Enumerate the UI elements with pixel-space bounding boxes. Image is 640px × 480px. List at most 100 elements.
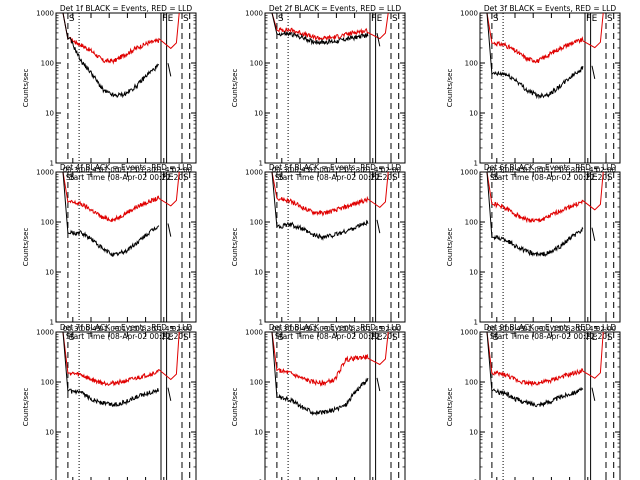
series-lld-line [482, 171, 604, 224]
chart-panel: Det 5f BLACK = Events, RED = LLD11010010… [231, 163, 406, 341]
y-tick-label: 10 [469, 269, 478, 277]
y-tick-label: 1000 [460, 329, 478, 337]
x-tick-label: 02:00 [172, 166, 192, 174]
x-tick-label: 01:15 [117, 325, 137, 333]
marker-label: S [69, 333, 75, 343]
y-tick-label: 10 [469, 429, 478, 437]
x-tick-label: 01:45 [578, 166, 598, 174]
y-tick-label: 100 [465, 219, 478, 227]
marker-label: F [586, 333, 591, 343]
y-axis-label: Counts/sec [22, 69, 30, 108]
marker-label: F [162, 14, 167, 24]
series-events-line [482, 331, 596, 408]
series-lld-line [267, 171, 389, 217]
x-tick-label: 01:15 [117, 166, 137, 174]
series-events-line [58, 171, 172, 257]
x-tick-label: 01:30 [136, 166, 156, 174]
x-tick-label: 01:30 [560, 325, 580, 333]
x-tick-label: 01:45 [154, 325, 174, 333]
chart-panel: Det 2f BLACK = Events, RED = LLD 1 10 100 10… [231, 4, 406, 182]
y-tick-label: 10 [254, 429, 263, 437]
x-tick-label: 01:15 [541, 325, 561, 333]
chart-panel: Det 8f BLACK = Events, RED = LLD 1 10 100 10… [231, 323, 406, 480]
plot-frame [55, 171, 197, 323]
marker-label: S [607, 333, 613, 343]
y-tick-label: 1 [259, 479, 263, 480]
y-axis-label: Counts/sec [231, 228, 239, 267]
marker-label: S [278, 173, 284, 183]
x-tick-label: 00:45 [505, 166, 525, 174]
marker-label: F [371, 14, 376, 24]
chart-title: Det 3f BLACK = Events, RED = LLD [484, 4, 617, 13]
y-tick-label: 1 [50, 479, 54, 480]
x-axis-label: Start Time (08-Apr-02 00:22:20) [275, 332, 395, 341]
x-tick-label: 02:00 [172, 325, 192, 333]
y-axis-label: Counts/sec [446, 228, 454, 267]
chart-title: Det 5f BLACK = Events, RED = LLD [269, 163, 402, 172]
marker-label: E [168, 173, 174, 183]
x-tick-label: 01:00 [523, 166, 543, 174]
y-axis-label: Counts/sec [22, 228, 30, 267]
marker-label: E [168, 333, 174, 343]
chart-title: Det 4f BLACK = Events, RED = LLD [60, 163, 193, 172]
x-axis-label: Start Time (08-Apr-02 00:22:20) [66, 173, 186, 182]
y-tick-label: 100 [465, 60, 478, 68]
series-events-line [267, 12, 381, 47]
x-tick-label: 02:00 [381, 325, 401, 333]
x-tick-label: 00:45 [290, 325, 310, 333]
marker-label: E [592, 333, 598, 343]
x-tick-label: 01:15 [326, 166, 346, 174]
y-tick-label: 1000 [460, 10, 478, 18]
x-tick-label: 01:00 [308, 325, 328, 333]
series-events-line [482, 12, 596, 100]
marker-label: S [392, 333, 398, 343]
y-tick-label: 1000 [36, 169, 54, 177]
y-tick-label: 1000 [460, 169, 478, 177]
chart-panel: Det 9f BLACK = Events, RED = LLD 1 10 100 10… [446, 323, 621, 480]
x-tick-label: 02:00 [381, 166, 401, 174]
y-tick-label: 1 [259, 319, 263, 327]
y-tick-label: 10 [45, 110, 54, 118]
marker-label: S [278, 14, 284, 24]
series-lld-line [482, 12, 604, 64]
marker-label: E [168, 14, 174, 24]
marker-label: S [183, 14, 189, 24]
y-axis-label: Counts/sec [231, 69, 239, 108]
marker-label: S [493, 173, 499, 183]
x-tick-label: 01:15 [541, 166, 561, 174]
y-tick-label: 1 [259, 160, 263, 168]
chart-title: Det 8f BLACK = Events, RED = LLD [269, 323, 402, 332]
x-tick-label: 01:30 [560, 166, 580, 174]
x-tick-label: 00:30 [272, 325, 292, 333]
marker-label: S [69, 14, 75, 24]
x-tick-label: 01:00 [99, 166, 119, 174]
x-tick-label: 01:45 [154, 166, 174, 174]
series-events-line [58, 331, 172, 408]
y-tick-label: 1 [50, 160, 54, 168]
x-tick-label: 00:45 [505, 325, 525, 333]
y-tick-label: 1 [474, 319, 478, 327]
x-tick-label: 01:30 [345, 325, 365, 333]
x-tick-label: 00:45 [81, 325, 101, 333]
y-tick-label: 100 [465, 379, 478, 387]
y-tick-label: 100 [250, 379, 263, 387]
x-tick-label: 01:45 [363, 166, 383, 174]
plot-frame [479, 12, 621, 164]
plot-frame [264, 171, 406, 323]
plot-frame [479, 171, 621, 323]
marker-label: S [278, 333, 284, 343]
x-axis-label: Start Time (08-Apr-02 00:22:20) [275, 173, 395, 182]
x-tick-label: 00:45 [290, 166, 310, 174]
chart-title: Det 6f BLACK = Events, RED = LLD [484, 163, 617, 172]
x-tick-label: 02:00 [596, 166, 616, 174]
marker-label: S [183, 333, 189, 343]
marker-label: E [592, 173, 598, 183]
chart-panel: Det 4f BLACK = Events, RED = LLD11010010… [22, 163, 197, 341]
series-events-line [482, 171, 596, 258]
x-tick-label: 01:15 [326, 325, 346, 333]
x-tick-label: 01:30 [136, 325, 156, 333]
x-tick-label: 00:45 [81, 166, 101, 174]
y-tick-label: 10 [45, 429, 54, 437]
x-tick-label: 00:30 [63, 325, 83, 333]
marker-label: S [392, 14, 398, 24]
